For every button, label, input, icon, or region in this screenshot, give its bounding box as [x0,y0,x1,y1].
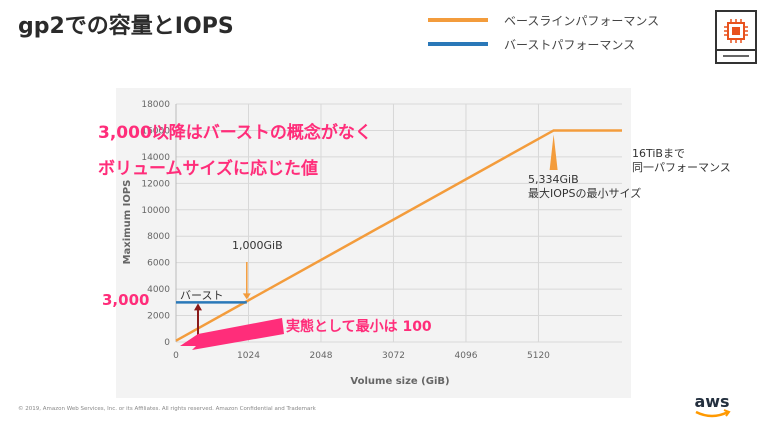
x-tick-labels: 0 1024 2048 3072 4096 5120 [173,351,550,361]
burst-value-label: 3,000 [102,291,149,309]
min-value-pointer-arrow [180,318,284,350]
aws-smile-icon [695,410,729,418]
legend-swatch-burst [428,42,488,46]
aws-arrow-icon [723,409,731,417]
x-tick-label: 0 [173,351,179,361]
annotation-16tib-line-1: 16TiBまで [632,147,685,160]
annotation-5334-line-2: 最大IOPSの最小サイズ [528,186,641,200]
legend-item-baseline: ベースラインパフォーマンス [428,8,659,32]
legend: ベースラインパフォーマンス バーストパフォーマンス [428,8,659,56]
y-tick-label: 12000 [141,179,170,189]
legend-label-burst: バーストパフォーマンス [504,37,636,52]
y-tick-label: 4000 [147,285,170,295]
annotation-16tib-line-2: 同一パフォーマンス [632,161,731,174]
y-tick-label: 14000 [141,153,170,163]
y-tick-label: 8000 [147,232,170,242]
arrow-5334-head [549,134,558,170]
x-tick-label: 2048 [310,351,333,361]
y-tick-labels: 0 2000 4000 6000 8000 10000 12000 14000 16000 180… [141,100,170,348]
annotation-1000gib-label: 1,000GiB [232,239,283,252]
y-axis-label: Maximum IOPS [122,180,133,265]
aws-logo-text: aws [694,392,729,411]
y-tick-label: 18000 [141,100,170,110]
aws-logo: aws [694,392,731,418]
copyright-footer: © 2019, Amazon Web Services, Inc. or its… [18,406,316,412]
legend-label-baseline: ベースラインパフォーマンス [504,13,660,28]
y-tick-label: 6000 [147,259,170,269]
min-note-label: 実態として最小は 100 [286,318,432,335]
burst-annotation-label: バースト [180,289,223,302]
x-tick-label: 4096 [455,351,478,361]
x-tick-label: 5120 [527,351,550,361]
arrow-1000gib-head [242,293,251,300]
burst-height-arrow-head [194,303,202,311]
y-tick-label: 2000 [147,312,170,322]
y-tick-label: 0 [164,338,170,348]
legend-swatch-baseline [428,18,488,22]
x-axis-label: Volume size (GiB) [350,376,449,387]
x-tick-label: 1024 [237,351,260,361]
y-tick-label: 10000 [141,206,170,216]
callout-line-1: 3,000以降はバーストの概念がなく [98,122,372,143]
legend-item-burst: バーストパフォーマンス [428,32,659,56]
chart-series [175,129,622,342]
annotation-5334-line-1: 5,334GiB [528,173,579,186]
ebs-volume-icon [715,10,757,64]
slide-title: gp2での容量とIOPS [18,14,234,39]
y-tick-label: 16000 [141,126,170,136]
x-tick-label: 3072 [382,351,405,361]
baseline-series-line [175,129,622,342]
callout-line-2: ボリュームサイズに応じた値 [98,158,318,179]
